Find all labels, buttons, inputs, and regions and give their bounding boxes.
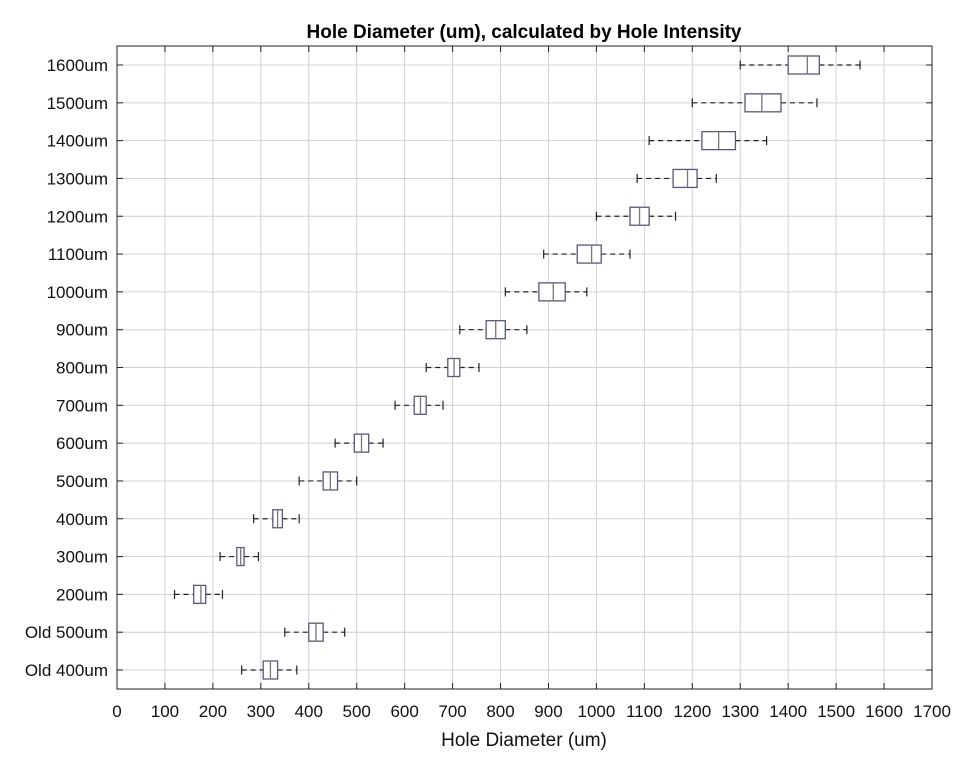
y-tick-label: 1100um [48, 245, 108, 264]
x-tick-label: 200 [199, 702, 227, 721]
chart-title: Hole Diameter (um), calculated by Hole I… [307, 22, 742, 43]
interquartile-box [672, 168, 698, 189]
box-700um [394, 395, 444, 415]
y-tick-label: Old 400um [25, 661, 108, 680]
x-tick-label: 1000 [577, 702, 615, 721]
y-tick-label: 400um [56, 510, 108, 529]
x-axis-label: Hole Diameter (um) [441, 730, 607, 751]
box-1300um [636, 168, 717, 189]
x-tick-label: 800 [486, 702, 514, 721]
box-800um [425, 357, 480, 378]
box-1600um [739, 55, 861, 75]
y-tick-label: 700um [56, 396, 108, 415]
grid-lines [116, 46, 933, 689]
x-tick-label: 300 [247, 702, 275, 721]
box-1200um [595, 206, 677, 226]
y-tick-label: 1000um [47, 283, 108, 302]
x-tick-label: 1100 [626, 702, 663, 721]
box-200um [173, 584, 224, 605]
y-tick-label: 1400um [47, 132, 108, 151]
box-1400um [648, 130, 768, 151]
x-tick-label: 1300 [721, 702, 759, 721]
y-tick-label: 900um [56, 321, 108, 340]
interquartile-box [744, 93, 782, 113]
x-tick-label: 1400 [769, 702, 807, 721]
box-1000um [504, 282, 588, 302]
box-500um [298, 471, 358, 491]
y-tick-label: 1300um [47, 169, 108, 188]
x-tick-label: 400 [295, 702, 323, 721]
box-1100um [543, 244, 631, 264]
x-tick-label: 700 [438, 702, 466, 721]
interquartile-box [576, 244, 602, 264]
y-tick-label: Old 500um [25, 623, 108, 642]
box-1500um [691, 93, 818, 113]
x-tick-label: 1700 [913, 702, 951, 721]
y-axis-ticks: Old 400um Old 500um 200um 300um 400um 500um 60… [25, 56, 932, 680]
y-tick-label: 800um [56, 359, 108, 378]
y-tick-label: 1200um [47, 207, 108, 226]
interquartile-box [538, 282, 566, 302]
x-axis-ticks: 0 100 200 300 400 500 600 700 800 900 1000 1100 1200… [112, 46, 951, 721]
interquartile-box [193, 584, 207, 605]
x-tick-label: 0 [112, 702, 121, 721]
box-400um [253, 509, 300, 529]
y-tick-label: 1600um [47, 56, 108, 75]
x-tick-label: 100 [151, 702, 179, 721]
y-tick-label: 1500um [47, 94, 108, 113]
x-tick-label: 1600 [865, 702, 903, 721]
x-tick-label: 600 [390, 702, 418, 721]
y-tick-label: 200um [56, 585, 108, 604]
x-tick-label: 1200 [673, 702, 711, 721]
y-tick-label: 500um [56, 472, 108, 491]
y-tick-label: 300um [56, 548, 108, 567]
interquartile-box [787, 55, 820, 75]
box-old-500um [284, 622, 346, 642]
box-600um [334, 433, 384, 453]
box-900um [459, 320, 528, 340]
x-tick-label: 1500 [817, 702, 855, 721]
x-tick-label: 900 [534, 702, 562, 721]
box-300um [219, 546, 260, 567]
y-tick-label: 600um [56, 434, 108, 453]
x-tick-label: 500 [343, 702, 371, 721]
box-series [173, 55, 861, 680]
box-old-400um [241, 660, 298, 680]
